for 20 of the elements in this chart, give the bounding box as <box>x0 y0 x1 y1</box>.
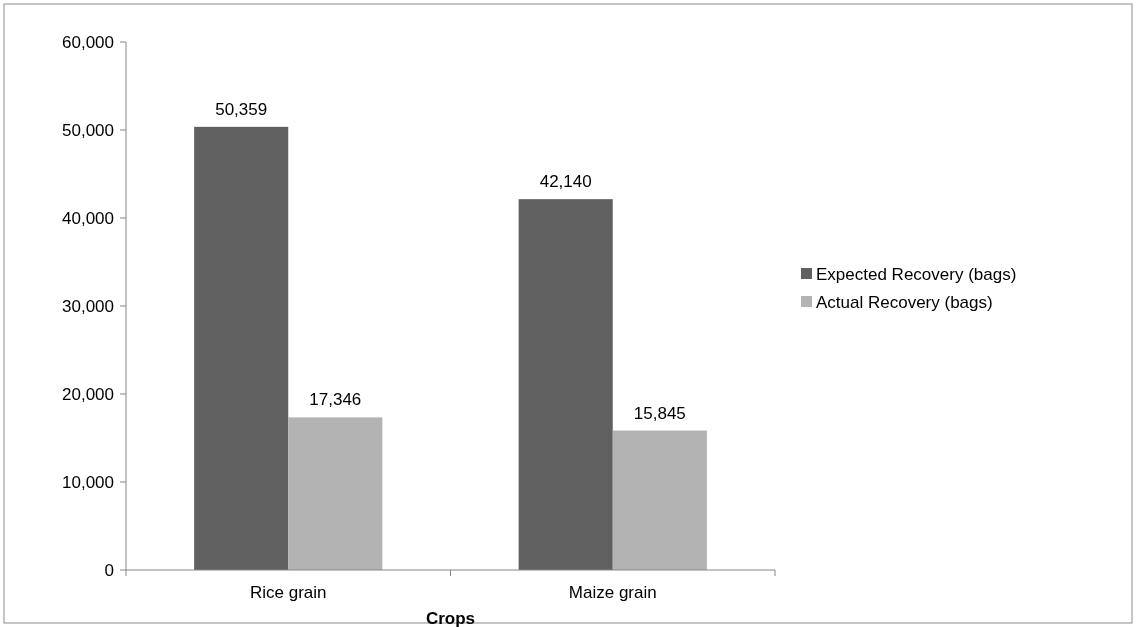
y-tick-label: 60,000 <box>62 32 114 52</box>
data-label: 50,359 <box>215 99 268 119</box>
legend-label: Expected Recovery (bags) <box>816 264 1017 284</box>
x-tick-label: Rice grain <box>249 583 327 602</box>
data-label: 15,845 <box>633 403 686 423</box>
data-label: 42,140 <box>539 172 592 192</box>
bar <box>288 417 383 570</box>
y-tick-label: 50,000 <box>62 120 114 140</box>
bar <box>518 199 613 570</box>
y-tick-label: 20,000 <box>62 384 114 404</box>
y-tick-label: 30,000 <box>62 296 114 316</box>
data-label: 17,346 <box>309 390 362 410</box>
y-tick-label: 10,000 <box>62 472 114 492</box>
x-axis-title: Crops <box>425 608 476 627</box>
x-tick-label: Maize grain <box>568 583 657 602</box>
bar <box>612 430 707 570</box>
y-tick-label: 40,000 <box>62 208 114 228</box>
legend-label: Actual Recovery (bags) <box>816 292 993 312</box>
bar <box>194 126 289 570</box>
y-tick-label: 0 <box>104 560 114 580</box>
